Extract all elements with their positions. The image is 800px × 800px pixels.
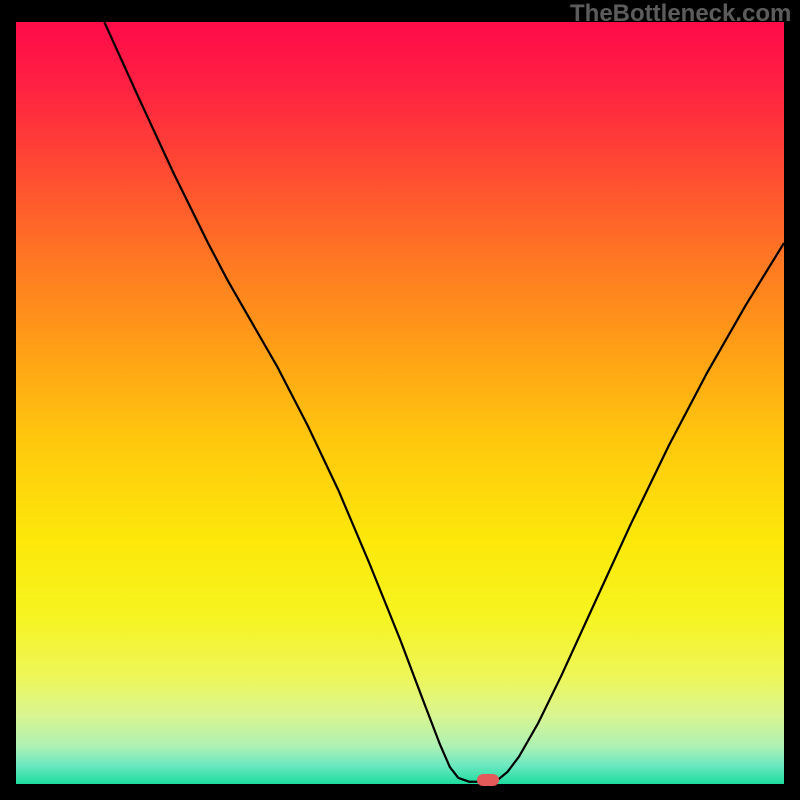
bottleneck-curve — [16, 22, 784, 784]
watermark-text: TheBottleneck.com — [570, 0, 791, 28]
plot-area — [16, 22, 784, 784]
optimum-marker — [477, 774, 499, 786]
bottleneck-chart: TheBottleneck.com — [0, 0, 800, 800]
